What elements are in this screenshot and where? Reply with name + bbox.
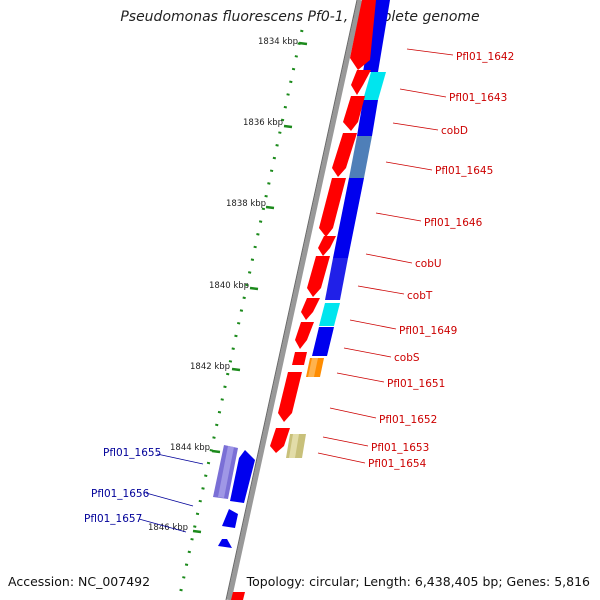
topology-text: Topology: circular; Length: 6,438,405 bp… <box>246 574 590 589</box>
gene-pfl01-1646-forward <box>319 178 346 237</box>
forward-track <box>231 0 376 600</box>
gene-cobd-reverse <box>357 100 378 136</box>
tick-label: 1834 kbp <box>258 37 298 47</box>
gene-pfl01-1645-feature <box>349 136 372 178</box>
gene-cobu-forward <box>318 236 336 256</box>
gene-pfl01-1646-reverse <box>333 178 364 258</box>
gene-pfl01-1656-reverse <box>230 450 255 503</box>
tick-label: 1838 kbp <box>226 199 266 209</box>
gene-label: Pfl01_1657 <box>84 513 142 525</box>
gene-label: Pfl01_1655 <box>103 447 161 459</box>
tick-mark-1844 <box>211 449 221 454</box>
gene-cobu-reverse <box>325 258 348 300</box>
tick-mark-1834 <box>298 41 308 46</box>
tick-label: 1844 kbp <box>170 443 210 453</box>
gene-label: Pfl01_1651 <box>387 378 445 390</box>
gene-cobd-forward <box>343 96 365 131</box>
tick-label: 1836 kbp <box>243 118 283 128</box>
map-title: Pseudomonas fluorescens Pf0-1, complete … <box>120 9 480 25</box>
gene-label: cobS <box>394 352 420 364</box>
gene-label: Pfl01_1643 <box>449 92 507 104</box>
gene-small-reverse <box>218 539 232 548</box>
tick-label: 1846 kbp <box>148 523 188 533</box>
gene-pfl01-1653-forward <box>270 428 290 453</box>
gene-bottom-forward <box>231 592 245 600</box>
tick-mark-1840 <box>249 286 259 291</box>
tick-label: 1840 kbp <box>209 281 249 291</box>
left-gene-labels: Pfl01_1655 Pfl01_1656 Pfl01_1657 <box>84 447 161 525</box>
gene-pfl01-1649-forward <box>301 298 320 320</box>
gene-label: cobD <box>441 125 468 137</box>
ruler-major-ticks: 1834 kbp 1836 kbp 1838 kbp 1840 kbp 1842… <box>148 37 308 534</box>
gene-pfl01-1649-feature <box>319 303 340 326</box>
gene-pfl01-1657-reverse <box>222 509 238 528</box>
gene-pfl01-1643-feature <box>363 72 386 100</box>
gene-cobs-forward <box>295 322 314 349</box>
gene-label: Pfl01_1654 <box>368 458 427 470</box>
gene-label: Pfl01_1656 <box>91 488 150 500</box>
gene-label: Pfl01_1649 <box>399 325 457 337</box>
gene-pfl01-1642-forward <box>350 0 376 70</box>
gene-label: Pfl01_1642 <box>456 51 514 63</box>
gene-label: Pfl01_1653 <box>371 442 429 454</box>
tick-mark-1846 <box>192 529 202 534</box>
gene-label: Pfl01_1645 <box>435 165 493 177</box>
right-leaders <box>317 48 454 464</box>
gene-label: Pfl01_1646 <box>424 217 483 229</box>
ruler-minor-ticks <box>178 29 304 596</box>
accession-text: Accession: NC_007492 <box>8 574 151 589</box>
genome-backbone <box>226 0 363 600</box>
gene-pfl01-1645-forward <box>332 133 357 177</box>
gene-pfl01-1652-forward <box>278 372 302 422</box>
left-leaders <box>138 453 204 533</box>
gene-pfl01-1643-forward <box>351 70 371 95</box>
tick-mark-1836 <box>283 124 293 129</box>
gene-cobt-forward <box>307 256 330 297</box>
gene-cobs-reverse <box>312 327 334 356</box>
tick-mark-1842 <box>231 367 241 372</box>
gene-label: cobT <box>407 290 433 302</box>
gene-pfl01-1651-forward <box>292 352 307 365</box>
gene-label: cobU <box>415 258 442 270</box>
tick-mark-1838 <box>265 205 275 210</box>
right-gene-labels: Pfl01_1642 Pfl01_1643 cobD Pfl01_1645 Pf… <box>368 51 514 470</box>
gene-label: Pfl01_1652 <box>379 414 437 426</box>
tick-label: 1842 kbp <box>190 362 230 372</box>
